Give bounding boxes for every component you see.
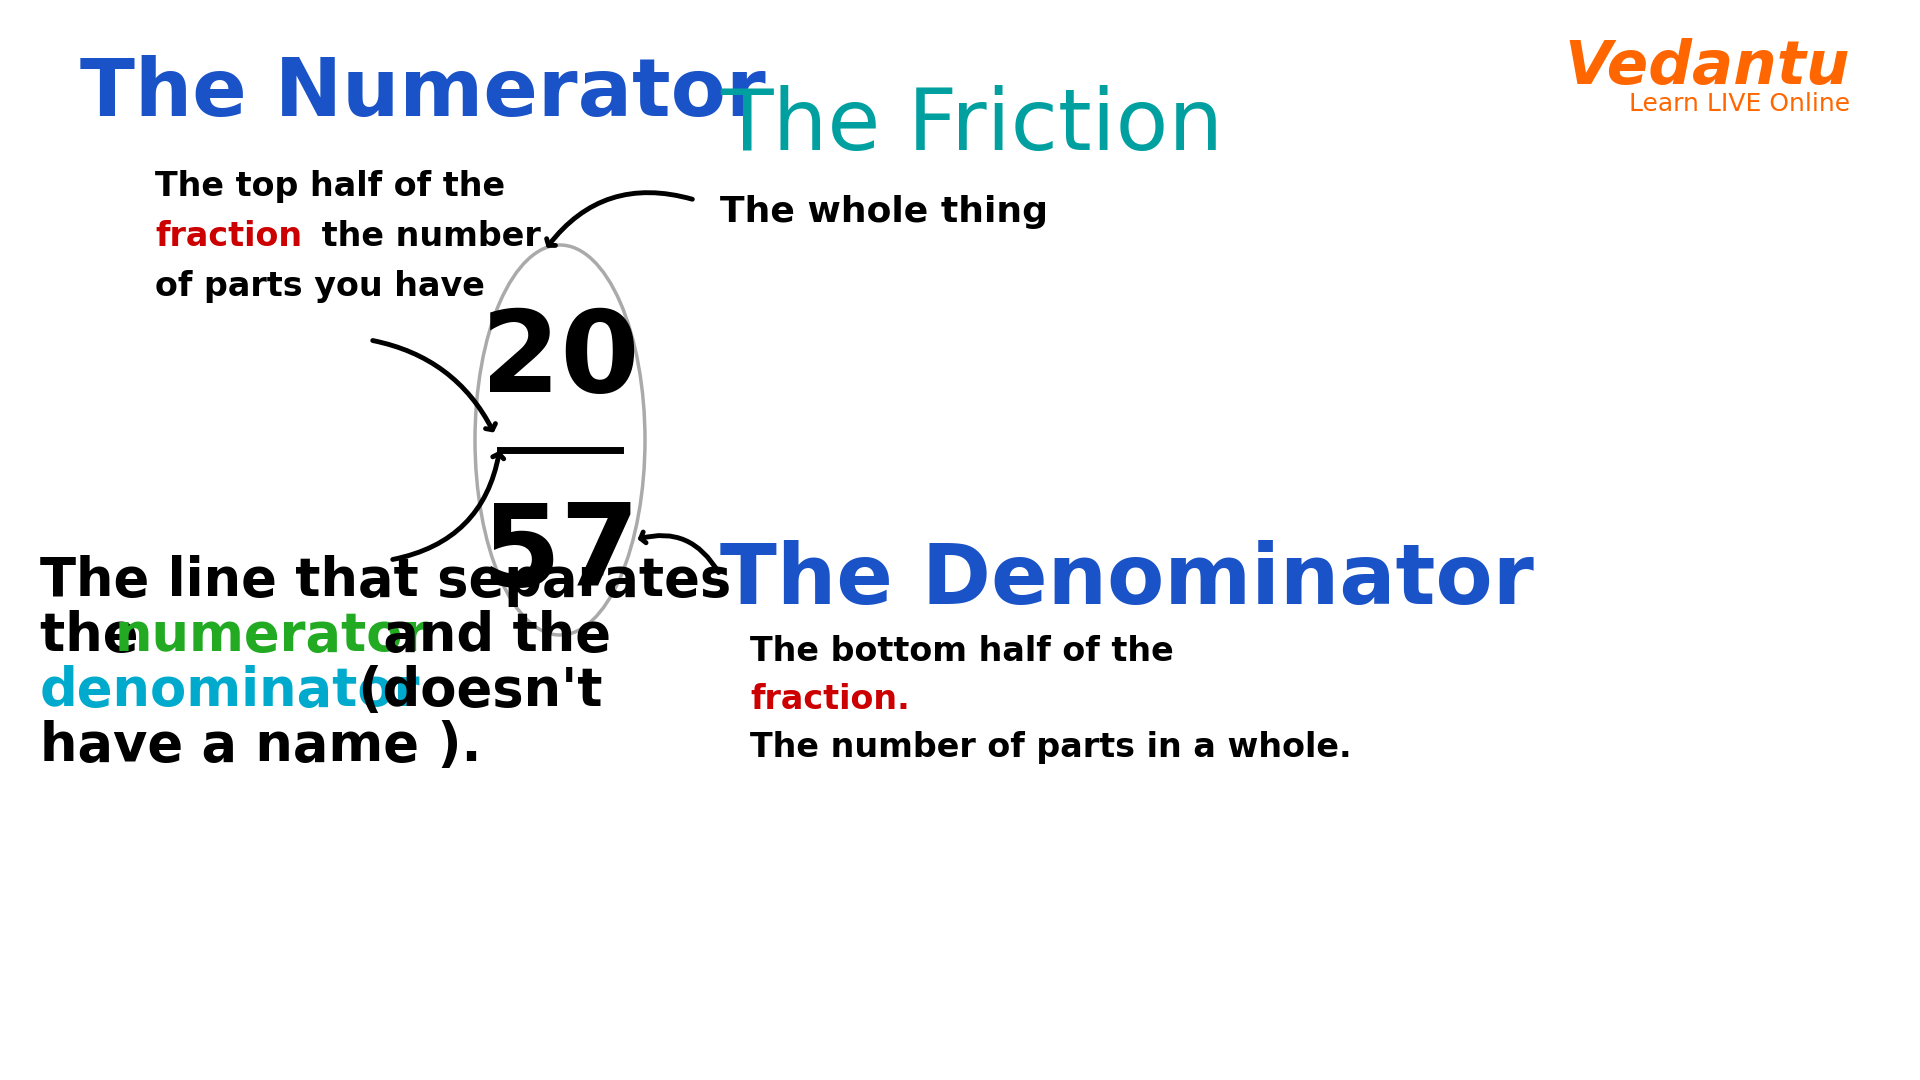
Text: 20: 20 [480, 305, 639, 416]
Text: The Friction: The Friction [720, 85, 1223, 168]
Text: Vedantu: Vedantu [1565, 38, 1851, 97]
Text: fraction.: fraction. [751, 683, 910, 716]
Text: and the: and the [365, 610, 611, 662]
Text: the: the [40, 610, 157, 662]
Text: Learn LIVE Online: Learn LIVE Online [1628, 92, 1851, 116]
Text: The bottom half of the: The bottom half of the [751, 635, 1173, 669]
Text: fraction: fraction [156, 220, 301, 253]
Text: (doesn't: (doesn't [340, 665, 603, 717]
Text: The Numerator: The Numerator [81, 55, 766, 133]
Text: have a name ).: have a name ). [40, 720, 482, 772]
Text: 57: 57 [480, 499, 639, 610]
Text: The number of parts in a whole.: The number of parts in a whole. [751, 731, 1352, 764]
Text: The top half of the: The top half of the [156, 170, 505, 203]
Text: denominator: denominator [40, 665, 420, 717]
Ellipse shape [474, 245, 645, 635]
Text: The whole thing: The whole thing [720, 195, 1048, 229]
Text: of parts you have: of parts you have [156, 270, 486, 303]
Text: The Denominator: The Denominator [720, 540, 1534, 621]
Text: the number: the number [309, 220, 541, 253]
Text: The line that separates: The line that separates [40, 555, 732, 607]
Text: numerator: numerator [115, 610, 430, 662]
